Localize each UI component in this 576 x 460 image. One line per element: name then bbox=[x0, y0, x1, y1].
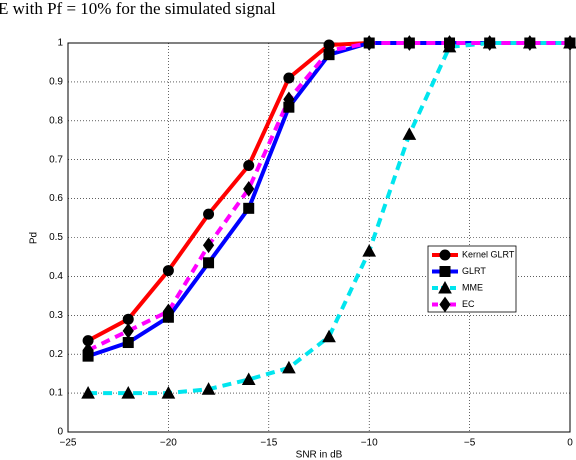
marker bbox=[81, 386, 95, 399]
y-tick-label: 0.4 bbox=[49, 271, 63, 282]
marker bbox=[243, 160, 255, 172]
y-tick-label: 0.7 bbox=[49, 154, 63, 165]
marker bbox=[241, 372, 256, 385]
legend-marker bbox=[439, 266, 451, 277]
y-tick-label: 0.3 bbox=[49, 310, 63, 321]
marker bbox=[322, 329, 336, 343]
marker bbox=[203, 208, 215, 220]
marker bbox=[122, 322, 134, 339]
x-tick-label: −10 bbox=[361, 438, 378, 449]
marker bbox=[282, 360, 296, 374]
marker bbox=[202, 237, 215, 254]
marker bbox=[484, 35, 496, 51]
legend-label: Kernel GLRT bbox=[462, 249, 515, 259]
marker bbox=[161, 386, 176, 399]
marker bbox=[363, 35, 375, 51]
marker bbox=[162, 303, 175, 320]
marker bbox=[402, 127, 417, 140]
marker bbox=[243, 181, 255, 197]
y-axis-label: Pd bbox=[29, 232, 40, 244]
marker bbox=[243, 202, 255, 214]
legend-label: GLRT bbox=[462, 266, 486, 276]
marker bbox=[403, 35, 415, 51]
marker bbox=[122, 337, 134, 349]
y-tick-label: 1 bbox=[57, 38, 63, 49]
x-axis-label: SNR in dB bbox=[296, 450, 343, 460]
marker bbox=[443, 35, 456, 51]
chart-title: E with Pf = 10% for the simulated signal bbox=[0, 0, 276, 18]
marker bbox=[82, 342, 94, 359]
y-tick-label: 0.8 bbox=[49, 115, 63, 126]
marker bbox=[203, 257, 215, 269]
y-tick-label: 0.9 bbox=[49, 77, 63, 88]
legend-label: MME bbox=[462, 282, 483, 292]
plot-frame bbox=[67, 42, 571, 433]
marker bbox=[201, 382, 216, 395]
marker bbox=[121, 386, 136, 399]
legend-marker bbox=[438, 280, 452, 294]
marker bbox=[283, 72, 295, 84]
x-tick-label: 0 bbox=[567, 438, 573, 449]
x-tick-label: −15 bbox=[260, 438, 277, 449]
y-tick-label: 0.6 bbox=[49, 193, 63, 204]
marker bbox=[122, 313, 134, 325]
x-tick-label: −20 bbox=[160, 438, 177, 449]
marker bbox=[564, 35, 576, 51]
y-tick-label: 0.2 bbox=[49, 349, 63, 360]
legend-marker bbox=[439, 249, 451, 261]
x-tick-label: −5 bbox=[464, 438, 476, 449]
marker bbox=[362, 244, 377, 257]
legend-marker bbox=[439, 296, 451, 313]
marker bbox=[524, 35, 536, 51]
marker bbox=[283, 91, 295, 108]
y-tick-label: 0 bbox=[57, 427, 63, 438]
y-tick-label: 0.1 bbox=[49, 388, 63, 399]
x-tick-label: −25 bbox=[60, 438, 77, 449]
marker bbox=[162, 265, 174, 277]
marker bbox=[323, 42, 335, 59]
y-tick-label: 0.5 bbox=[49, 232, 63, 243]
legend-label: EC bbox=[462, 299, 475, 309]
